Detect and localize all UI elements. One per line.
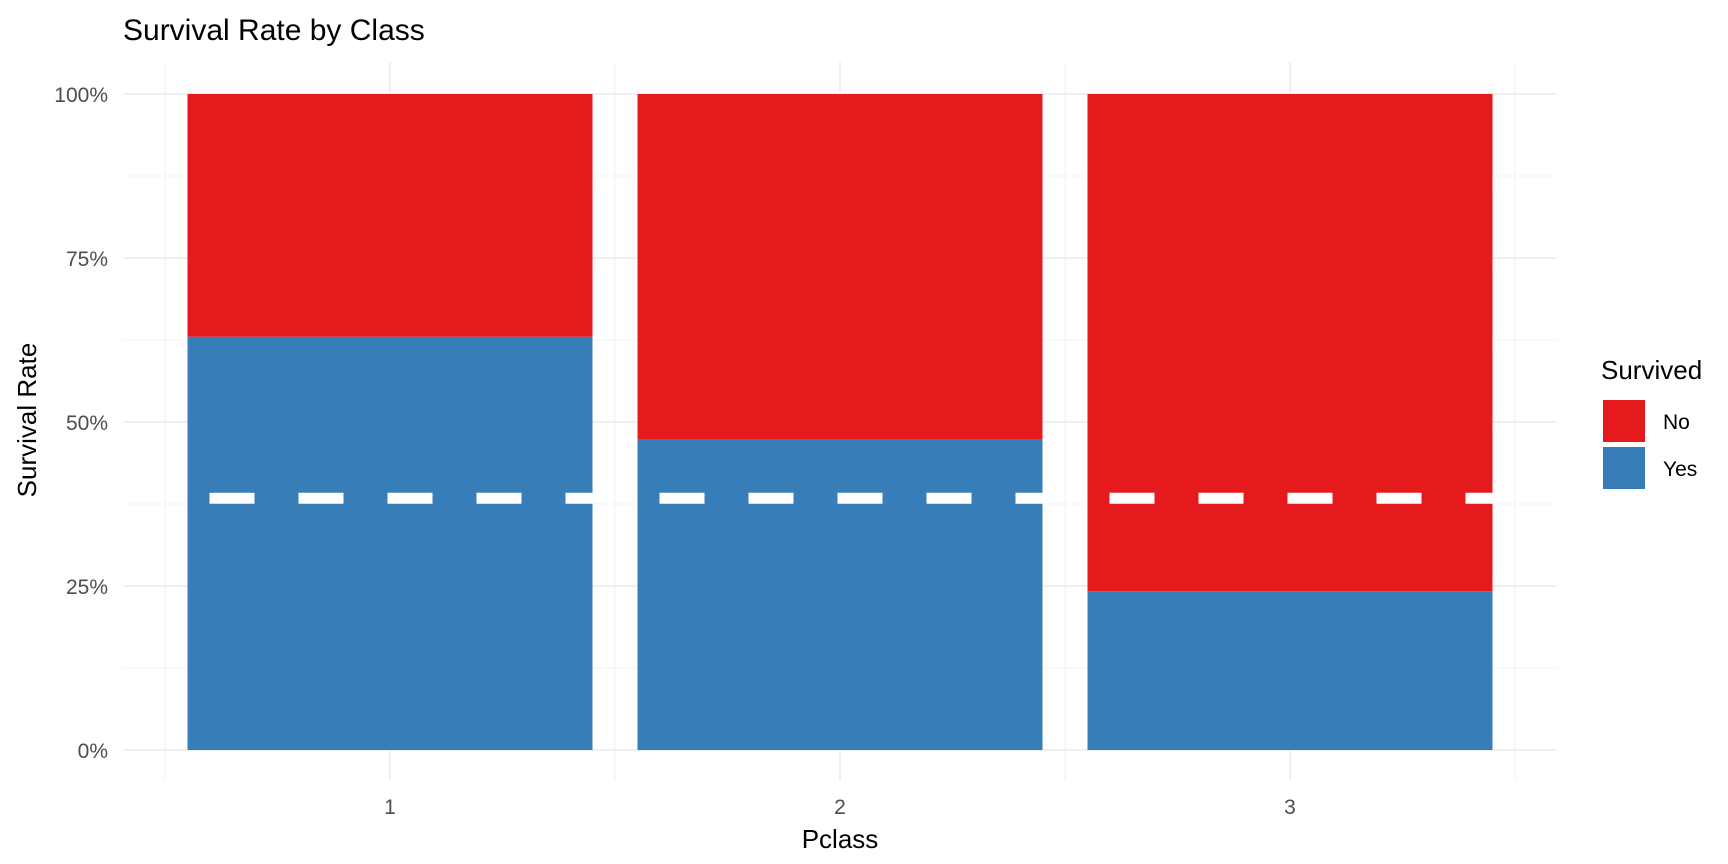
bar-no-class-1 <box>187 94 593 337</box>
x-axis-ticks: 1 2 3 <box>384 796 1296 819</box>
legend: Survived No Yes <box>1601 355 1702 489</box>
y-tick-label: 0% <box>78 740 108 763</box>
y-tick-label: 75% <box>66 248 108 271</box>
legend-key-no <box>1603 400 1645 442</box>
legend-title: Survived <box>1601 355 1702 385</box>
x-axis-title: Pclass <box>802 824 879 854</box>
legend-label-no: No <box>1663 411 1690 434</box>
x-tick-label: 2 <box>834 796 846 819</box>
bars <box>187 94 1493 750</box>
bar-no-class-2 <box>637 94 1043 440</box>
bar-yes-class-3 <box>1087 591 1493 750</box>
chart-title: Survival Rate by Class <box>123 14 425 47</box>
bar-yes-class-1 <box>187 336 593 750</box>
y-tick-label: 50% <box>66 412 108 435</box>
x-tick-label: 1 <box>384 796 396 819</box>
bar-yes-class-2 <box>637 439 1043 750</box>
y-tick-label: 100% <box>54 84 108 107</box>
legend-key-yes <box>1603 447 1645 489</box>
y-tick-label: 25% <box>66 576 108 599</box>
y-axis-title: Survival Rate <box>12 343 42 498</box>
y-axis-ticks: 0% 25% 50% 75% 100% <box>54 84 108 763</box>
x-tick-label: 3 <box>1284 796 1296 819</box>
legend-label-yes: Yes <box>1663 458 1697 481</box>
bar-no-class-3 <box>1087 94 1493 592</box>
